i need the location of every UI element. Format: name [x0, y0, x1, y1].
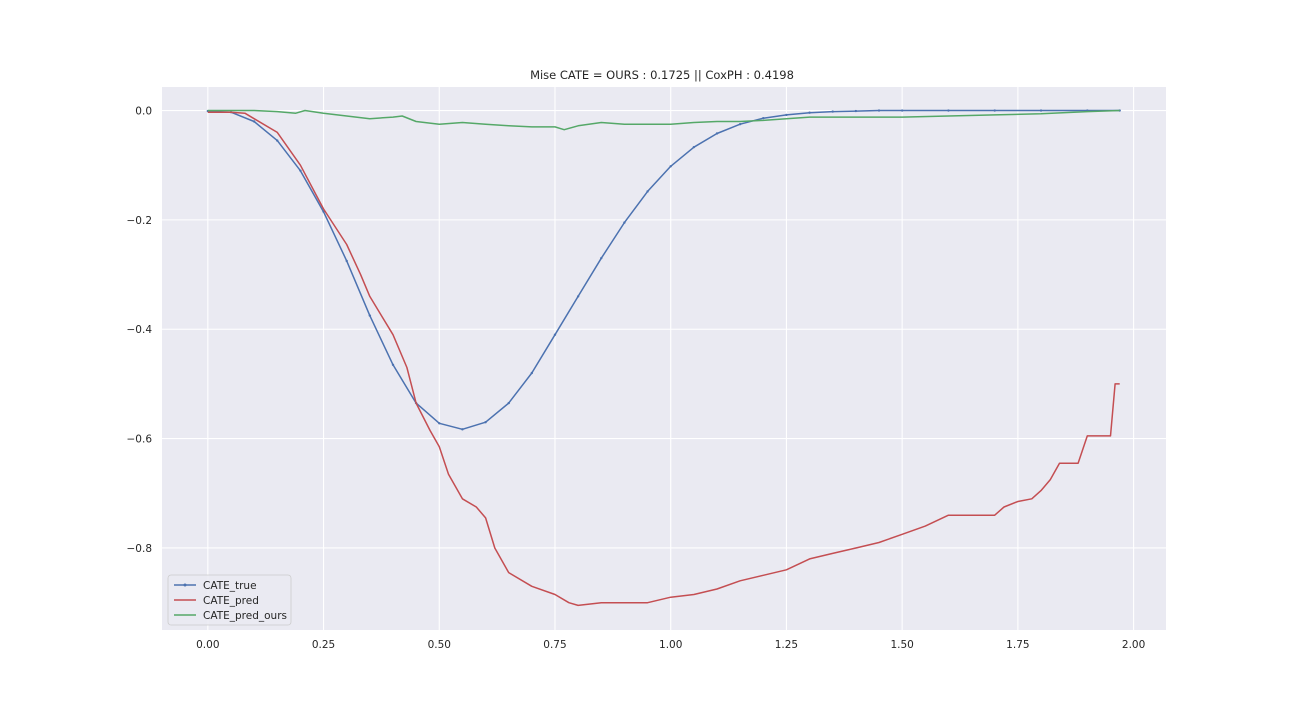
data-point	[252, 120, 256, 123]
series-line	[207, 109, 1120, 131]
data-point	[576, 295, 580, 298]
legend-item: CATE_pred	[174, 595, 259, 607]
legend-label: CATE_true	[203, 580, 257, 592]
series-CATE_pred_ours	[207, 109, 1120, 131]
x-tick-label: 2.00	[1122, 639, 1145, 651]
series-line	[207, 111, 1120, 607]
data-point	[738, 122, 742, 126]
data-point	[900, 109, 904, 112]
x-tick-label: 0.25	[312, 639, 335, 651]
data-point	[553, 333, 557, 336]
x-tick-label: 1.25	[775, 639, 798, 651]
data-point	[646, 190, 649, 193]
data-point	[391, 363, 395, 366]
x-axis: 0.00 0.25 0.50 0.75 1.00 1.25 1.50 1.75 2.00	[196, 639, 1145, 651]
data-point	[993, 109, 996, 112]
data-point	[785, 113, 788, 117]
legend-box	[167, 574, 292, 626]
x-tick-label: 0.75	[543, 639, 566, 651]
y-tick-label: −0.2	[127, 215, 153, 227]
data-point	[877, 109, 881, 112]
data-point	[345, 259, 348, 263]
x-tick-label: 1.50	[890, 639, 913, 651]
data-point	[854, 109, 858, 113]
data-point	[715, 132, 719, 135]
plot-area	[162, 87, 1166, 630]
data-point	[438, 422, 441, 425]
x-tick-label: 1.75	[1006, 639, 1029, 651]
series-CATE_pred	[207, 111, 1120, 607]
data-point	[507, 401, 510, 405]
data-point	[368, 314, 372, 317]
data-point	[762, 116, 765, 120]
data-point	[831, 110, 834, 113]
data-point	[299, 169, 302, 172]
series-layer	[206, 109, 1121, 607]
legend-item: CATE_pred_ours	[174, 610, 287, 622]
series-CATE_true	[206, 109, 1121, 431]
y-tick-label: −0.6	[127, 434, 153, 446]
chart-title: Mise CATE = OURS : 0.1725 || CoxPH : 0.4…	[530, 68, 794, 82]
data-point	[669, 165, 672, 168]
legend-marker	[183, 583, 187, 587]
legend: CATE_true CATE_pred CATE_pred_ours	[167, 574, 292, 626]
data-point	[1039, 109, 1043, 112]
legend-label: CATE_pred_ours	[203, 610, 287, 622]
data-point	[276, 139, 279, 142]
data-point	[623, 221, 626, 224]
y-tick-label: 0.0	[135, 106, 152, 118]
data-point	[692, 145, 696, 149]
data-point	[530, 371, 534, 375]
data-point	[484, 421, 487, 424]
y-axis: 0.0 −0.2 −0.4 −0.6 −0.8	[127, 106, 153, 555]
x-tick-label: 1.00	[659, 639, 682, 651]
data-point	[947, 109, 950, 112]
data-point	[461, 428, 464, 431]
data-point	[600, 256, 603, 260]
legend-item: CATE_true	[174, 580, 257, 592]
legend-label: CATE_pred	[203, 595, 259, 607]
x-tick-label: 0.00	[196, 639, 219, 651]
x-tick-label: 0.50	[428, 639, 451, 651]
series-line	[207, 109, 1120, 431]
y-tick-label: −0.4	[127, 324, 153, 336]
y-tick-label: −0.8	[127, 543, 153, 555]
data-point	[808, 111, 811, 114]
